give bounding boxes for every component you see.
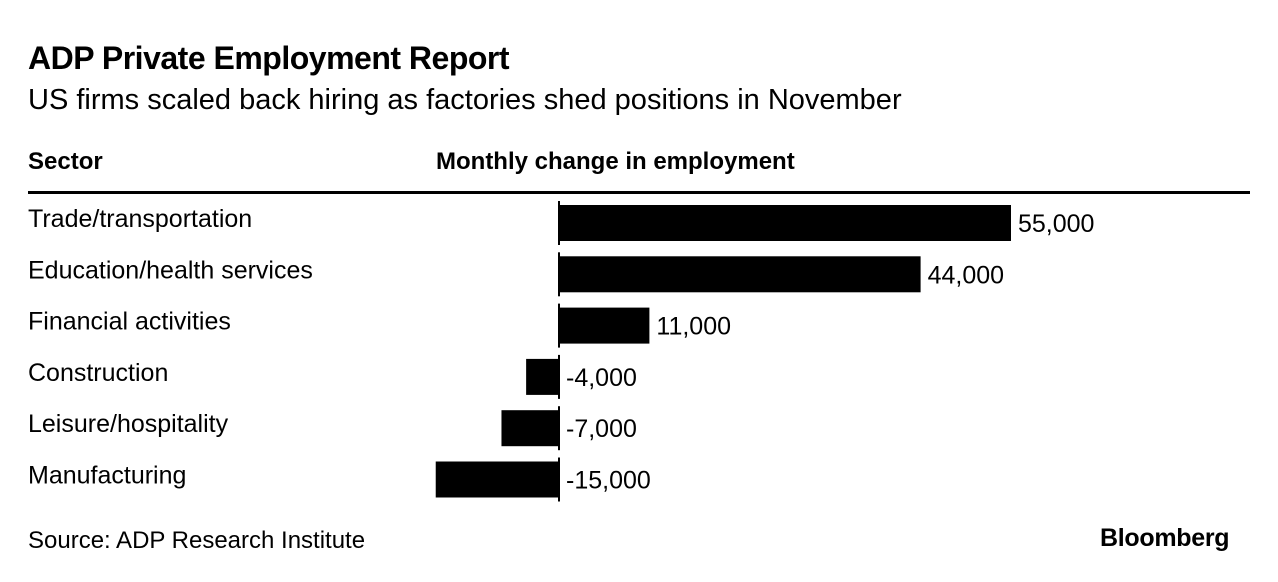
bar xyxy=(501,410,559,447)
category-label: Construction xyxy=(28,359,168,387)
bar xyxy=(559,256,921,293)
bar xyxy=(559,205,1011,241)
category-label: Leisure/hospitality xyxy=(28,410,229,438)
value-label: -7,000 xyxy=(566,415,637,443)
value-label: -15,000 xyxy=(566,467,651,495)
bloomberg-logo: Bloomberg xyxy=(1100,524,1230,552)
header-rule xyxy=(28,191,1250,194)
category-label: Education/health services xyxy=(28,256,313,284)
source-note: Source: ADP Research Institute xyxy=(28,527,366,554)
chart-subtitle: US firms scaled back hiring as factories… xyxy=(28,84,902,116)
category-label: Manufacturing xyxy=(28,462,186,490)
bar xyxy=(435,461,559,498)
value-label: 44,000 xyxy=(928,261,1004,289)
category-label: Financial activities xyxy=(28,308,231,336)
sector-column-header: Sector xyxy=(28,148,103,175)
value-label: -4,000 xyxy=(566,364,637,392)
category-label: Trade/transportation xyxy=(28,205,252,233)
bar xyxy=(559,307,650,344)
value-label: 55,000 xyxy=(1018,210,1094,238)
value-column-header: Monthly change in employment xyxy=(436,148,795,175)
chart-title: ADP Private Employment Report xyxy=(28,40,510,76)
bar xyxy=(526,358,559,395)
value-label: 11,000 xyxy=(656,313,731,341)
